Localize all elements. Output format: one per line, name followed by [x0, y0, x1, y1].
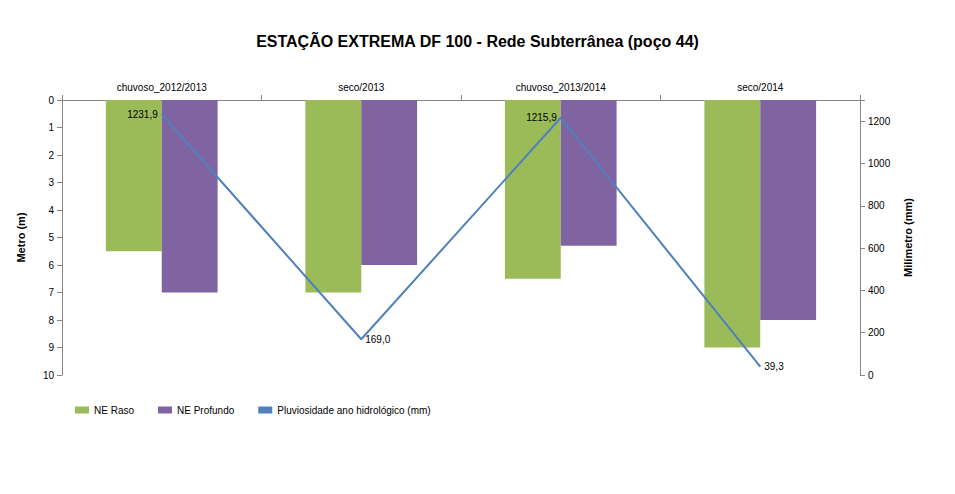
svg-text:200: 200: [868, 327, 885, 338]
svg-text:1: 1: [48, 122, 54, 133]
svg-text:NE Raso: NE Raso: [94, 405, 134, 416]
svg-text:Milímetro (mm): Milímetro (mm): [902, 198, 914, 277]
svg-text:1215,9: 1215,9: [526, 112, 557, 123]
svg-text:0: 0: [48, 95, 54, 106]
svg-text:Pluviosidade ano hidrológico (: Pluviosidade ano hidrológico (mm): [277, 405, 430, 416]
svg-text:800: 800: [868, 200, 885, 211]
svg-text:8: 8: [48, 315, 54, 326]
svg-text:chuvoso_2012/2013: chuvoso_2012/2013: [117, 82, 208, 93]
svg-text:169,0: 169,0: [365, 334, 390, 345]
svg-text:NE Profundo: NE Profundo: [177, 405, 235, 416]
svg-text:10: 10: [43, 370, 55, 381]
svg-text:400: 400: [868, 285, 885, 296]
svg-text:chuvoso_2013/2014: chuvoso_2013/2014: [516, 82, 607, 93]
svg-text:600: 600: [868, 243, 885, 254]
svg-text:1231,9: 1231,9: [127, 109, 158, 120]
svg-text:39,3: 39,3: [764, 361, 784, 372]
svg-text:9: 9: [48, 342, 54, 353]
svg-text:5: 5: [48, 232, 54, 243]
svg-text:6: 6: [48, 260, 54, 271]
svg-text:4: 4: [48, 205, 54, 216]
svg-text:3: 3: [48, 177, 54, 188]
svg-text:1000: 1000: [868, 158, 891, 169]
svg-text:seco/2013: seco/2013: [338, 82, 385, 93]
svg-text:2: 2: [48, 150, 54, 161]
svg-text:Metro (m): Metro (m): [15, 212, 27, 262]
svg-text:ESTAÇÃO EXTREMA DF 100 - Rede: ESTAÇÃO EXTREMA DF 100 - Rede Subterrâne…: [256, 31, 699, 50]
svg-text:seco/2014: seco/2014: [737, 82, 784, 93]
svg-text:7: 7: [48, 287, 54, 298]
svg-text:1200: 1200: [868, 116, 891, 127]
svg-text:0: 0: [868, 370, 874, 381]
